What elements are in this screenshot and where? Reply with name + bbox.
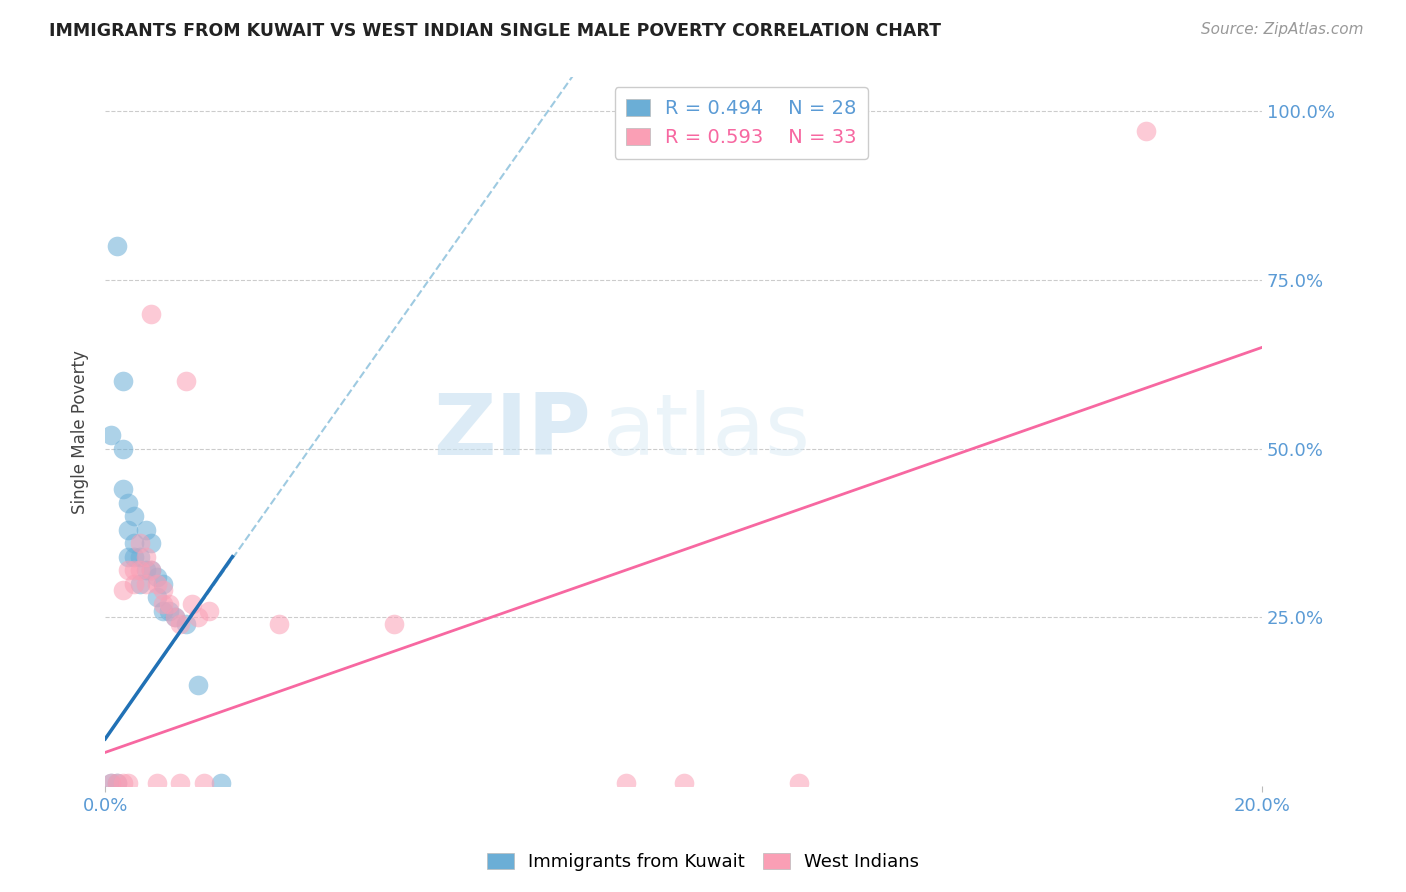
Point — [152, 604, 174, 618]
Point — [135, 576, 157, 591]
Point — [141, 307, 163, 321]
Point — [146, 570, 169, 584]
Text: atlas: atlas — [603, 391, 811, 474]
Point — [187, 678, 209, 692]
Point — [152, 597, 174, 611]
Point — [146, 776, 169, 790]
Point — [141, 563, 163, 577]
Point — [174, 617, 197, 632]
Point — [122, 509, 145, 524]
Point — [100, 428, 122, 442]
Point — [169, 617, 191, 632]
Point — [111, 374, 134, 388]
Point — [129, 576, 152, 591]
Point — [111, 482, 134, 496]
Point — [157, 604, 180, 618]
Legend: Immigrants from Kuwait, West Indians: Immigrants from Kuwait, West Indians — [479, 846, 927, 879]
Point — [111, 776, 134, 790]
Point — [135, 563, 157, 577]
Point — [117, 563, 139, 577]
Text: IMMIGRANTS FROM KUWAIT VS WEST INDIAN SINGLE MALE POVERTY CORRELATION CHART: IMMIGRANTS FROM KUWAIT VS WEST INDIAN SI… — [49, 22, 941, 40]
Point — [163, 610, 186, 624]
Point — [122, 576, 145, 591]
Point — [181, 597, 204, 611]
Point — [111, 442, 134, 456]
Point — [198, 604, 221, 618]
Point — [1135, 124, 1157, 138]
Point — [787, 776, 810, 790]
Point — [193, 776, 215, 790]
Point — [105, 776, 128, 790]
Point — [157, 597, 180, 611]
Point — [117, 549, 139, 564]
Point — [135, 523, 157, 537]
Point — [146, 590, 169, 604]
Point — [129, 549, 152, 564]
Point — [152, 576, 174, 591]
Point — [174, 374, 197, 388]
Point — [672, 776, 695, 790]
Point — [105, 776, 128, 790]
Point — [105, 239, 128, 253]
Text: ZIP: ZIP — [433, 391, 591, 474]
Point — [141, 563, 163, 577]
Point — [209, 776, 232, 790]
Point — [187, 610, 209, 624]
Point — [141, 536, 163, 550]
Legend: R = 0.494    N = 28, R = 0.593    N = 33: R = 0.494 N = 28, R = 0.593 N = 33 — [614, 87, 869, 159]
Point — [129, 536, 152, 550]
Point — [122, 536, 145, 550]
Point — [117, 776, 139, 790]
Text: Source: ZipAtlas.com: Source: ZipAtlas.com — [1201, 22, 1364, 37]
Point — [163, 610, 186, 624]
Point — [135, 549, 157, 564]
Y-axis label: Single Male Poverty: Single Male Poverty — [72, 350, 89, 514]
Point — [146, 576, 169, 591]
Point — [129, 563, 152, 577]
Point — [384, 617, 406, 632]
Point — [117, 523, 139, 537]
Point — [169, 776, 191, 790]
Point — [122, 549, 145, 564]
Point — [614, 776, 637, 790]
Point — [100, 776, 122, 790]
Point — [100, 776, 122, 790]
Point — [122, 563, 145, 577]
Point — [117, 496, 139, 510]
Point — [152, 583, 174, 598]
Point — [111, 583, 134, 598]
Point — [267, 617, 290, 632]
